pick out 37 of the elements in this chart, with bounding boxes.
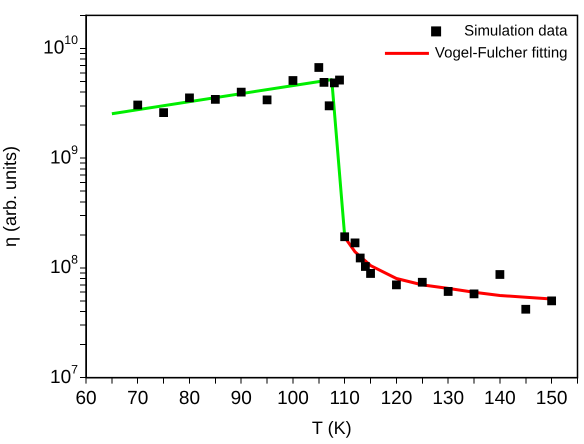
point [314, 63, 324, 72]
legend-label: Simulation data [464, 22, 568, 40]
point [324, 101, 334, 110]
point [210, 95, 220, 104]
point [288, 76, 298, 85]
point [521, 304, 530, 314]
y-axis-title: η (arb. units) [0, 146, 20, 248]
point [392, 280, 401, 290]
point [350, 238, 360, 248]
legend-label: Vogel-Fulcher fitting [434, 44, 568, 62]
point [366, 269, 375, 278]
point [340, 232, 350, 242]
point [444, 287, 453, 296]
x-tick-label: 80 [178, 388, 200, 410]
x-tick-label: 100 [277, 388, 309, 410]
point [470, 289, 478, 298]
x-tick-label: 120 [380, 388, 412, 410]
point [547, 296, 556, 306]
x-tick-label: 60 [75, 388, 97, 410]
x-tick-label: 110 [330, 388, 360, 410]
point [185, 94, 194, 102]
x-tick-label: 90 [230, 388, 252, 410]
x-tick-label: 150 [536, 388, 568, 410]
point [496, 270, 504, 279]
point [262, 95, 272, 104]
point [356, 254, 365, 262]
x-tick-label: 140 [484, 388, 516, 410]
x-axis-title: T (K) [312, 418, 352, 438]
point [236, 88, 246, 96]
point [360, 262, 370, 271]
point [418, 278, 427, 287]
point [159, 108, 168, 118]
x-tick-label: 130 [432, 388, 464, 410]
point [133, 100, 142, 110]
point [320, 78, 328, 87]
x-tick-label: 70 [127, 388, 148, 410]
point [335, 76, 344, 84]
